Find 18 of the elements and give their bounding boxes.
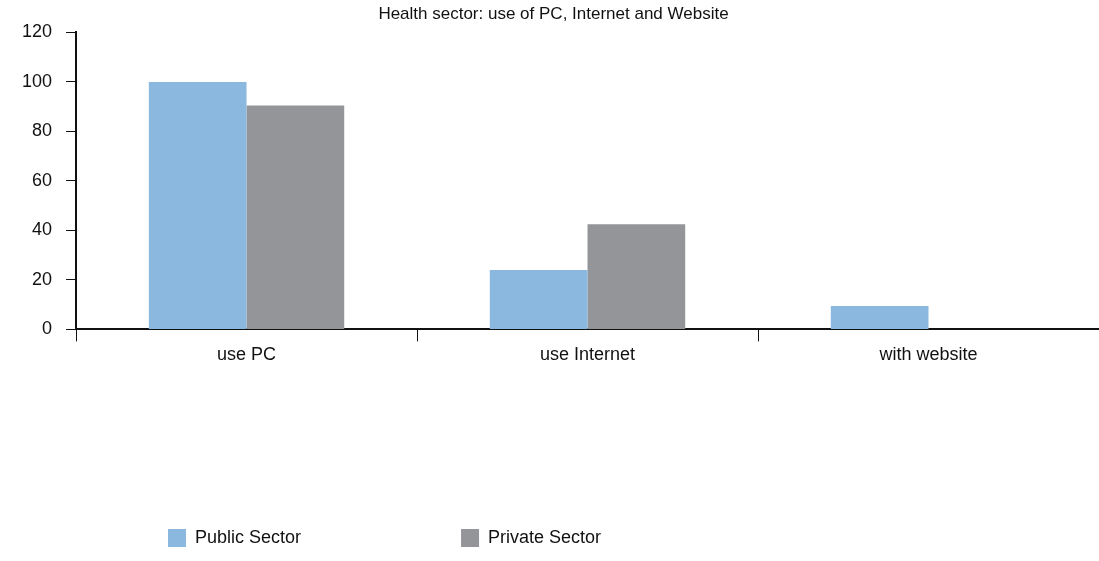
y-tick-label: 40 — [32, 219, 53, 240]
bar — [489, 270, 588, 329]
legend-label: Private Sector — [488, 526, 602, 547]
legend-label: Public Sector — [195, 526, 302, 547]
bar — [246, 105, 345, 329]
bar — [587, 224, 686, 329]
bar — [830, 305, 929, 329]
y-tick-label: 120 — [21, 21, 53, 42]
y-tick-label: 80 — [32, 120, 53, 141]
chart-title: Health sector: use of PC, Internet and Website — [378, 3, 729, 23]
x-tick-label: use Internet — [539, 344, 636, 365]
y-tick-label: 0 — [42, 318, 53, 339]
y-tick-label: 100 — [21, 70, 53, 91]
x-tick-label: use PC — [217, 344, 277, 365]
y-tick-label: 20 — [32, 268, 53, 289]
bar — [148, 81, 247, 329]
y-tick-label: 60 — [32, 169, 53, 190]
x-tick-label: with website — [878, 344, 978, 365]
